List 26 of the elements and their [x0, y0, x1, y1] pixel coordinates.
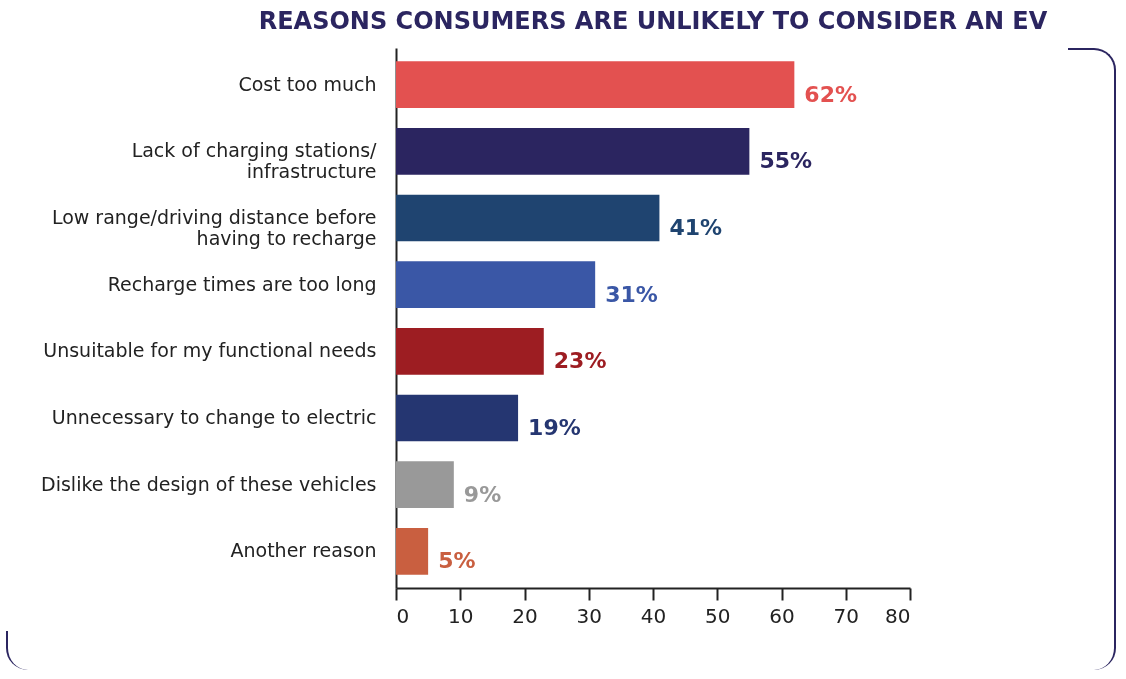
y-tick-label: Low range/driving distance before having to recharge: [51, 206, 377, 249]
x-tick-label: 60: [769, 603, 795, 628]
data-label: 55%: [759, 148, 813, 174]
x-tick-label: 80: [885, 603, 911, 628]
y-tick-label: Unsuitable for my functional needs: [43, 339, 377, 362]
data-label: 9%: [463, 481, 502, 507]
data-label: 31%: [605, 281, 658, 307]
y-tick-label: Unnecessary to change to electric: [51, 406, 377, 428]
data-label: 23%: [553, 348, 607, 374]
y-tick-label: Cost too much: [238, 72, 377, 95]
y-tick-label: Recharge times are too long: [107, 272, 377, 295]
data-label: 41%: [669, 215, 723, 240]
data-label: 5%: [438, 548, 476, 574]
y-tick-label: Another reason: [230, 539, 377, 562]
x-tick-label: 20: [512, 603, 538, 628]
x-tick-label: 10: [448, 603, 474, 628]
x-tick-label: 0: [396, 603, 410, 628]
x-tick-label: 40: [640, 603, 667, 628]
x-tick-label: 50: [705, 603, 731, 628]
data-label: 19%: [528, 415, 581, 440]
x-tick-label: 30: [576, 603, 602, 628]
data-label: 62%: [804, 81, 858, 107]
y-tick-label: Lack of charging stations/ infrastructure: [131, 139, 378, 183]
y-tick-label: Dislike the design of these vehicles: [41, 472, 377, 495]
x-tick-label: 70: [833, 603, 859, 628]
chart-title: REASONS CONSUMERS ARE UNLIKELY TO CONSIDER AN EV: [258, 7, 1048, 35]
